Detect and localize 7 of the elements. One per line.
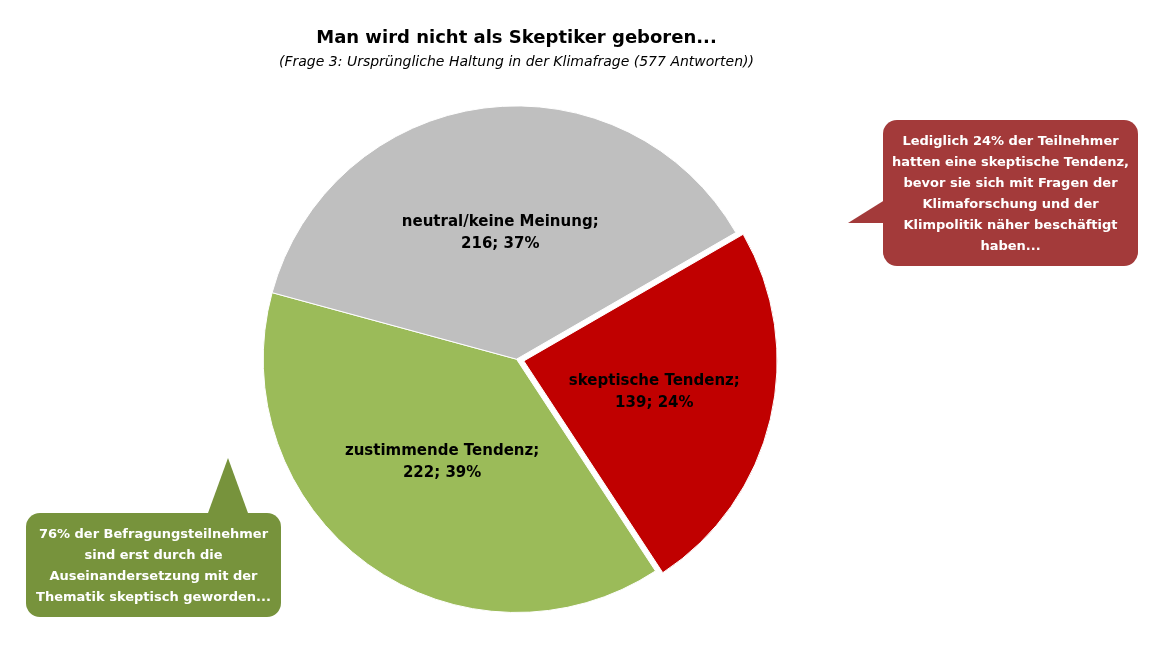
chart-title: Man wird nicht als Skeptiker geboren...	[316, 26, 717, 48]
chart-subtitle: (Frage 3: Ursprüngliche Haltung in der Klimafrage (577 Antworten))	[279, 52, 754, 69]
slice-label: skeptische Tendenz; 139; 24%	[568, 370, 740, 411]
text: Lediglich 24% der Teilnehmer hatten eine skeptische Tendenz, bevor sie sich mit Fragen der Klimaforschung und der Klimpolitik näher beschäftigt haben...	[883, 120, 1138, 266]
slice-label: zustimmende Tendenz; 222; 39%	[344, 440, 540, 481]
text: 76% der Befragungsteilnehmer sind erst durch die Auseinandersetzung mit der Thematik skeptisch geworden...	[26, 513, 281, 617]
slice-label: neutral/keine Meinung; 216; 37%	[401, 212, 599, 253]
